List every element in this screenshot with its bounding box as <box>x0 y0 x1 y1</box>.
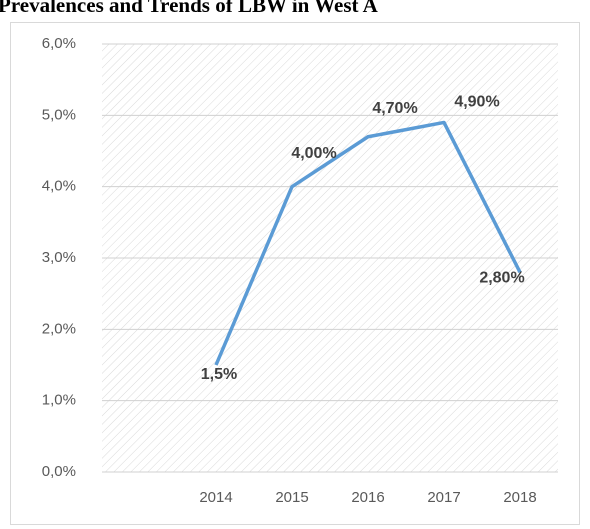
y-tick-label: 2,0% <box>42 320 76 337</box>
data-label: 1,5% <box>201 366 237 383</box>
y-tick-label: 0,0% <box>42 463 76 480</box>
y-tick-label: 3,0% <box>42 249 76 266</box>
data-label: 2,80% <box>479 269 524 286</box>
x-tick-label: 2018 <box>503 489 536 506</box>
data-label: 4,00% <box>291 145 336 162</box>
chart-title: Prevalences and Trends of LBW in West A <box>0 0 379 17</box>
x-tick-label: 2016 <box>351 489 384 506</box>
x-tick-label: 2014 <box>199 489 232 506</box>
y-tick-label: 1,0% <box>42 392 76 409</box>
data-label: 4,90% <box>454 94 499 111</box>
y-tick-label: 5,0% <box>42 106 76 123</box>
x-tick-label: 2015 <box>275 489 308 506</box>
data-line <box>214 120 522 366</box>
y-tick-label: 4,0% <box>42 178 76 195</box>
x-tick-label: 2017 <box>427 489 460 506</box>
data-label: 4,70% <box>372 100 417 117</box>
y-tick-label: 6,0% <box>42 35 76 52</box>
